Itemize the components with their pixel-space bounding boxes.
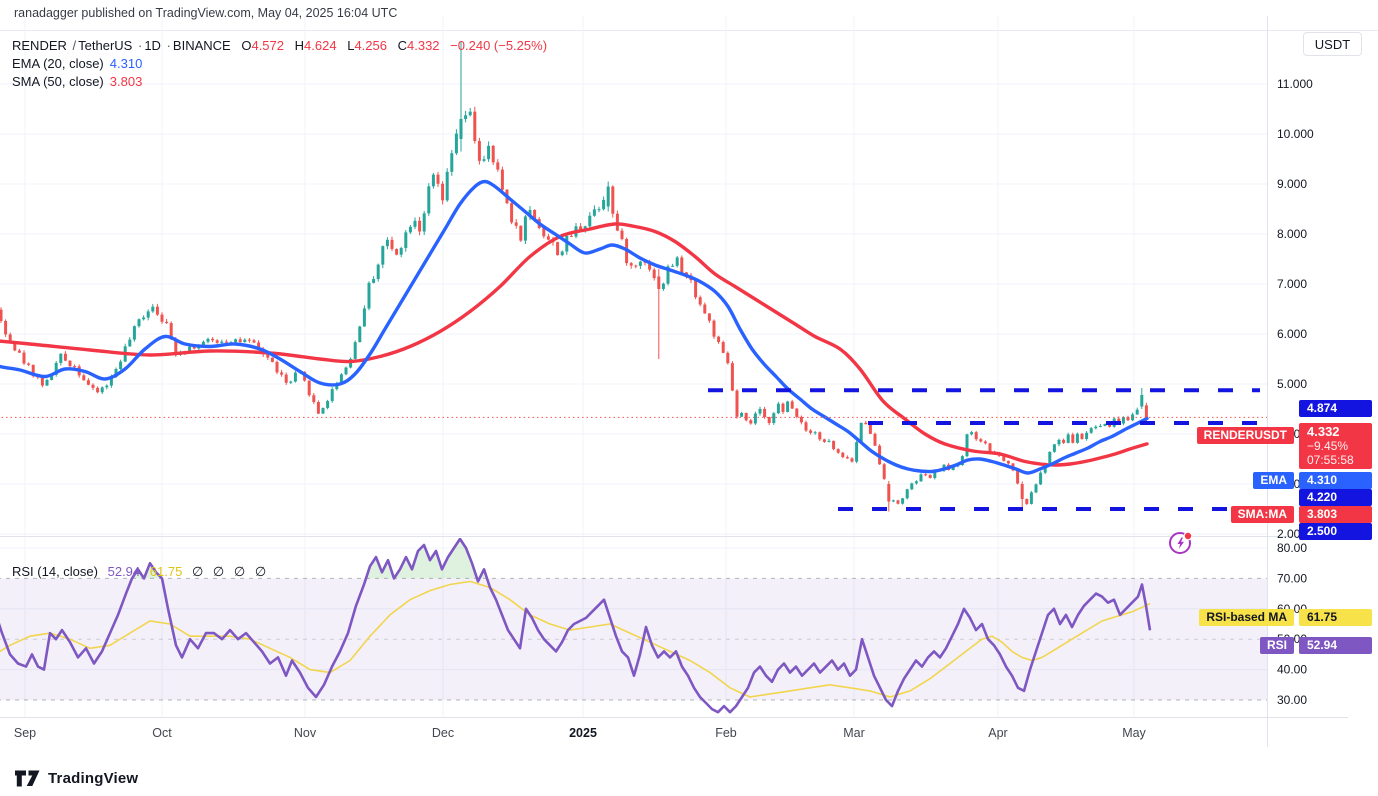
rsi-legend-value: 52.94 xyxy=(107,564,141,579)
sma-value-label: 3.803 xyxy=(1299,506,1372,523)
tradingview-logo[interactable]: TradingView xyxy=(14,769,138,788)
change-value: −0.240 (−5.25%) xyxy=(450,38,548,53)
ema-legend-row[interactable]: EMA (20, close) 4.310 xyxy=(12,56,143,71)
symbol-name-pill: RENDERUSDT xyxy=(1196,427,1294,444)
svg-text:May: May xyxy=(1122,726,1146,740)
legend-price-pane: RENDER / TetherUS · 1D · BINANCE O4.572 H4.… xyxy=(12,37,547,91)
attribution-text: ranadagger published on TradingView.com,… xyxy=(14,6,398,20)
time-scale[interactable]: Sep Oct Nov Dec 2025 Feb Mar Apr May xyxy=(14,726,1147,740)
svg-text:70.00: 70.00 xyxy=(1277,571,1307,585)
svg-text:Apr: Apr xyxy=(988,726,1007,740)
svg-text:7.000: 7.000 xyxy=(1277,277,1307,291)
rsi-empty-slot-4: ∅ xyxy=(254,564,267,579)
svg-text:Sep: Sep xyxy=(14,726,36,740)
svg-text:40.00: 40.00 xyxy=(1277,663,1307,677)
chart-container: 11.00010.0009.0008.0007.0006.0005.0004.0… xyxy=(0,16,1378,762)
svg-text:5.000: 5.000 xyxy=(1277,377,1307,391)
rsi-empty-slot-3: ∅ xyxy=(233,564,246,579)
svg-text:Mar: Mar xyxy=(843,726,865,740)
rsi-empty-slot-2: ∅ xyxy=(212,564,225,579)
rsi-ma-name-pill: RSI-based MA xyxy=(1199,609,1294,626)
level-label-upper: 4.874 xyxy=(1299,400,1372,417)
svg-text:80.00: 80.00 xyxy=(1277,541,1307,555)
svg-text:10.000: 10.000 xyxy=(1277,127,1314,141)
ema-legend-value: 4.310 xyxy=(109,56,143,71)
svg-text:Dec: Dec xyxy=(432,726,454,740)
rsi-value-label: 52.94 xyxy=(1299,637,1372,654)
rsi-line xyxy=(0,538,1152,714)
rsi-ma-legend-value: 61.75 xyxy=(149,564,183,579)
candles xyxy=(0,41,1148,512)
svg-text:8.000: 8.000 xyxy=(1277,227,1307,241)
gridlines xyxy=(0,16,1267,717)
symbol-legend-row[interactable]: RENDER / TetherUS · 1D · BINANCE O4.572 H4.… xyxy=(12,37,547,54)
svg-text:Oct: Oct xyxy=(152,726,172,740)
symbol-price-value: 4.332 xyxy=(1307,424,1340,439)
tradingview-logo-text: TradingView xyxy=(48,770,139,787)
ema-line xyxy=(0,179,1149,475)
rsi-band xyxy=(0,578,1267,700)
svg-text:2025: 2025 xyxy=(569,726,597,740)
footer-bar: TradingView xyxy=(0,761,1378,796)
svg-text:6.000: 6.000 xyxy=(1277,327,1307,341)
rsi-empty-slot-1: ∅ xyxy=(191,564,204,579)
rsi-name-pill: RSI xyxy=(1259,637,1294,654)
ema-name-pill: EMA xyxy=(1253,472,1294,489)
ema-value-label: 4.310 xyxy=(1299,472,1372,489)
lightning-ideas-icon[interactable] xyxy=(1167,528,1195,556)
svg-text:Nov: Nov xyxy=(294,726,317,740)
currency-toggle-button[interactable]: USDT xyxy=(1303,32,1362,56)
rsi-overbought-fill xyxy=(366,538,477,579)
chart-canvas[interactable]: 11.00010.0009.0008.0007.0006.0005.0004.0… xyxy=(0,1,1378,762)
tradingview-logo-icon xyxy=(15,770,40,787)
symbol-price-label: 4.332 −9.45% 07:55:58 xyxy=(1299,423,1372,469)
sma-line xyxy=(0,222,1149,467)
sma-name-pill: SMA:MA xyxy=(1230,506,1294,523)
bar-countdown: 07:55:58 xyxy=(1307,453,1354,467)
level-label-mid: 4.220 xyxy=(1299,489,1372,506)
sma-legend-row[interactable]: SMA (50, close) 3.803 xyxy=(12,74,143,89)
level-label-lower: 2.500 xyxy=(1299,523,1372,540)
ohlc-values: O4.572 H4.624 L4.256 C4.332 −0.240 (−5.2… xyxy=(241,38,548,53)
svg-text:Feb: Feb xyxy=(715,726,737,740)
rsi-ma-value-label: 61.75 xyxy=(1299,609,1372,626)
legend-rsi-pane: RSI (14, close) 52.94 61.75 ∅ ∅ ∅ ∅ xyxy=(12,563,266,581)
sma-legend-value: 3.803 xyxy=(109,74,143,89)
symbol-change-percent: −9.45% xyxy=(1307,439,1349,453)
rsi-legend-row[interactable]: RSI (14, close) 52.94 61.75 ∅ ∅ ∅ ∅ xyxy=(12,564,267,579)
symbol-title: RENDER / TetherUS · 1D · BINANCE xyxy=(12,38,231,53)
price-scale[interactable]: 11.00010.0009.0008.0007.0006.0005.0004.0… xyxy=(1277,77,1314,707)
svg-text:30.00: 30.00 xyxy=(1277,693,1307,707)
svg-text:11.000: 11.000 xyxy=(1277,77,1313,91)
svg-text:9.000: 9.000 xyxy=(1277,177,1307,191)
